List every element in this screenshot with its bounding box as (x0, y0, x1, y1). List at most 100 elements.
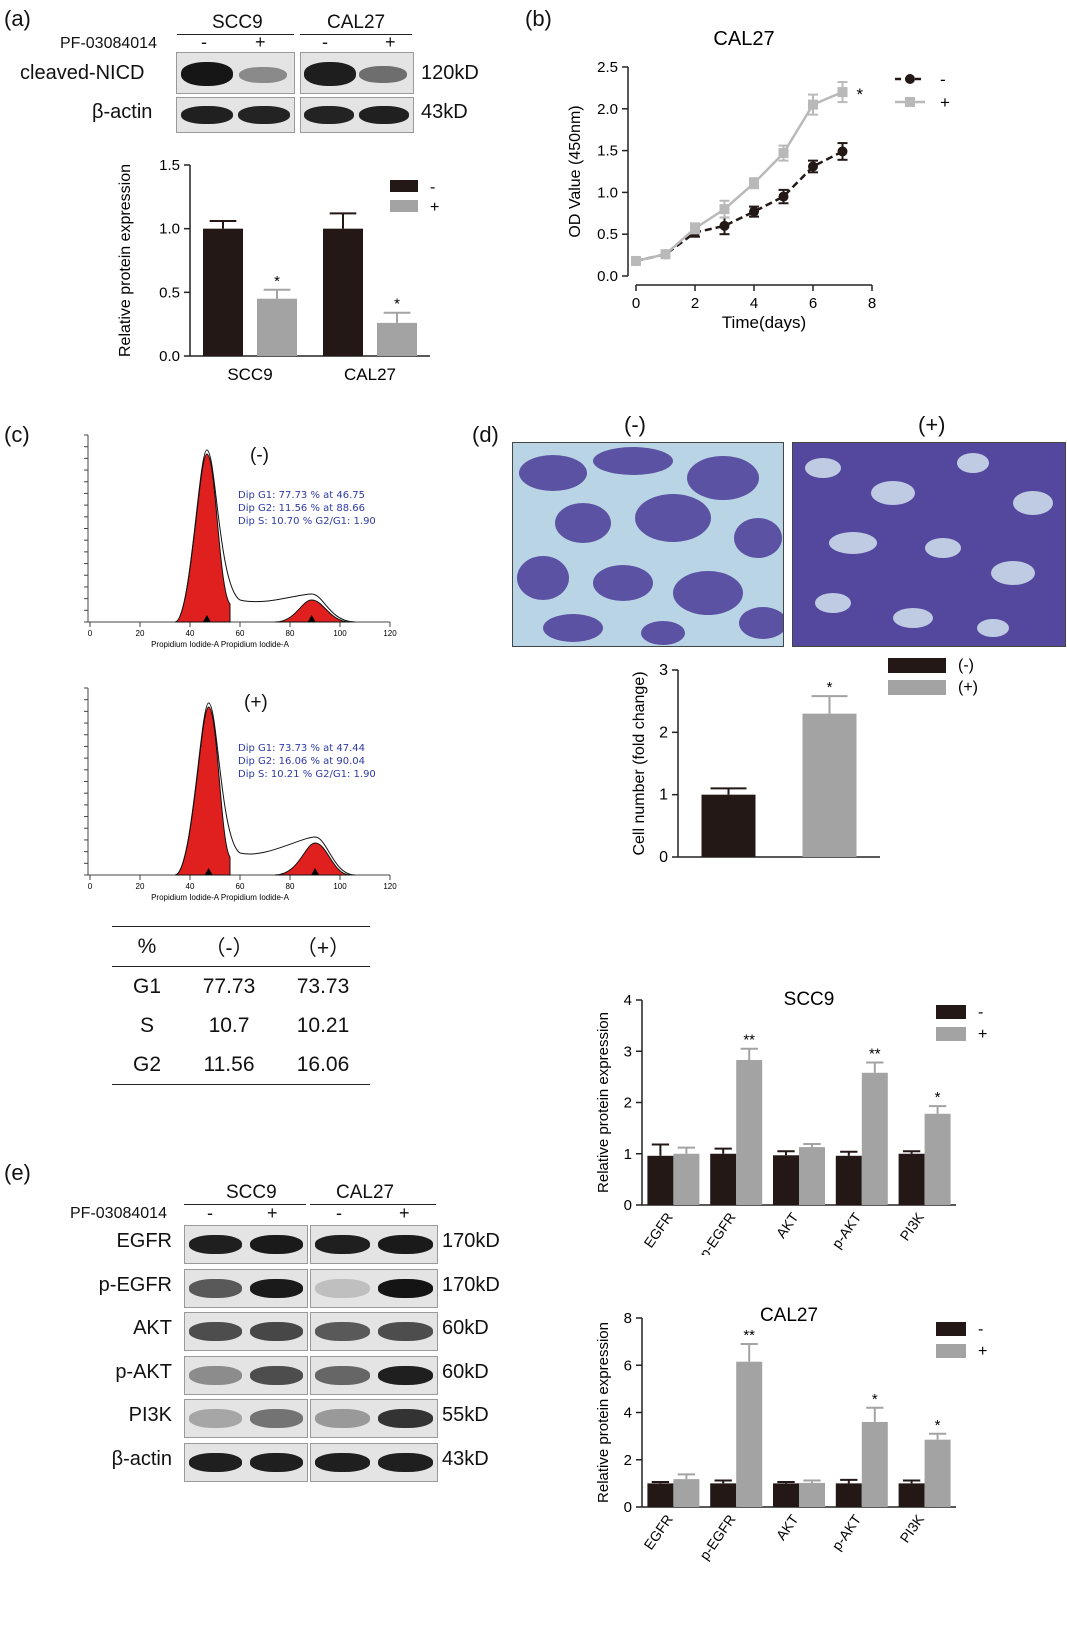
data-point (837, 146, 848, 157)
bar-- (203, 228, 243, 356)
data-point (808, 161, 818, 172)
blot-e-kd: 43kD (442, 1447, 489, 1470)
bar-+ (799, 1482, 825, 1507)
y-axis-label: OD Value (450nm) (567, 105, 584, 237)
blot-a-sign-3: - (322, 32, 328, 52)
data-point (778, 148, 789, 159)
western-band (315, 1235, 370, 1254)
western-band (315, 1409, 370, 1428)
cc-header: % (137, 934, 157, 958)
bar-- (773, 1155, 799, 1205)
y-tick-label: 2 (659, 724, 668, 741)
data-point (631, 255, 641, 266)
blot-e-row-label: β-actin (111, 1447, 172, 1470)
bar-- (710, 1153, 737, 1205)
g1-marker (202, 615, 211, 622)
western-band (181, 106, 233, 124)
blot-a-sign-4: + (385, 32, 396, 52)
blot-a-group2-line (300, 34, 412, 35)
legend-swatch (390, 180, 418, 192)
western-band (189, 1409, 242, 1428)
y-tick-label: 1.0 (597, 184, 618, 201)
western-band (189, 1365, 242, 1385)
bar-+ (799, 1147, 825, 1205)
bar-chart-e-cal27: 0 2 4 6 8 Relative protein expression CAL27 EGF… (595, 1305, 987, 1563)
panel-label-b: (b) (525, 6, 552, 31)
blot-e-row-label: PI3K (128, 1404, 172, 1426)
hist1-stat: Dip S: 10.70 % G2/G1: 1.90 (238, 516, 376, 527)
blot-e-row-label: p-AKT (115, 1360, 172, 1383)
x-tick-label: 100 (333, 882, 347, 891)
legend-label: (-) (958, 657, 974, 674)
bar-+ (257, 298, 297, 356)
significance-label: * (827, 679, 833, 696)
transwell-stain-minus (517, 447, 783, 645)
western-band (378, 1365, 433, 1385)
x-tick-label: EGFR (640, 1512, 675, 1553)
hist2-stat: Dip S: 10.21 % G2/G1: 1.90 (238, 769, 376, 780)
legend-swatch (936, 1322, 966, 1336)
cc-cell: G1 (132, 974, 161, 998)
bar-- (647, 1155, 674, 1205)
y-tick-label: 3 (659, 662, 668, 679)
cc-cell: 16.06 (296, 1052, 350, 1076)
legend-marker (905, 74, 915, 84)
flow-histogram-plus: 0 20 40 60 80 100 120 Propidium Iodide-A Propid… (84, 687, 397, 902)
y-tick-label: 0.5 (597, 226, 618, 243)
histogram-envelope (174, 449, 356, 623)
y-tick-label: 2 (624, 1095, 632, 1112)
western-band (250, 1365, 303, 1385)
significance-label: ** (743, 1327, 755, 1344)
legend-marker (905, 97, 915, 107)
blot-a-group1: SCC9 (212, 12, 263, 33)
western-band (250, 1452, 303, 1472)
western-band (315, 1365, 370, 1385)
legend-label: + (430, 199, 439, 216)
legend-label: - (430, 179, 435, 196)
blot-a-nicd-box2 (300, 52, 414, 94)
blot-a-row-label: cleaved-NICD (20, 62, 145, 84)
x-axis-label: Time(days) (722, 313, 806, 332)
hist1-stats: Dip G1: 77.73 % at 46.75 Dip G2: 11.56 %… (238, 489, 376, 528)
x-tick-label: 60 (236, 882, 245, 891)
y-tick-label: 6 (624, 1357, 632, 1374)
data-point (690, 223, 700, 234)
data-point (719, 204, 730, 215)
blot-a-sign-2: + (255, 32, 266, 52)
blot-e-box (184, 1399, 308, 1438)
cc-cell: 73.73 (296, 974, 350, 998)
western-band (189, 1278, 242, 1298)
blot-e-group2: CAL27 (336, 1182, 395, 1203)
hist2-stat: Dip G2: 16.06 % at 90.04 (238, 756, 366, 767)
data-point (778, 191, 789, 202)
y-tick-label: 3 (624, 1043, 632, 1060)
legend-label: - (978, 1004, 983, 1021)
data-point (749, 178, 759, 189)
blot-e-sign-4: + (399, 1203, 410, 1223)
western-band (315, 1322, 370, 1341)
blot-e-treatment-label: PF-03084014 (70, 1205, 167, 1222)
micro-title-minus: (-) (624, 412, 646, 437)
x-tick-label: 40 (186, 629, 195, 638)
blot-a-kd: 43kD (421, 101, 468, 123)
blot-e-box (310, 1312, 438, 1351)
western-band (315, 1452, 370, 1472)
western-band (378, 1409, 433, 1428)
y-axis-label: Relative protein expression (595, 1322, 612, 1503)
x-tick-label: 20 (136, 882, 145, 891)
cc-cell: G2 (132, 1052, 161, 1076)
blot-e-sign-3: - (336, 1203, 342, 1223)
western-band (181, 62, 233, 86)
significance-label: * (935, 1089, 941, 1106)
hist2-title: (+) (244, 692, 268, 713)
x-tick-label: 6 (809, 295, 817, 312)
legend-swatch (888, 680, 946, 695)
y-tick-label: 2 (624, 1452, 632, 1469)
y-tick-label: 8 (624, 1310, 632, 1327)
y-tick-label: 0.0 (597, 268, 618, 285)
bar-- (710, 1483, 737, 1507)
blot-e-group1-line (184, 1204, 306, 1205)
transwell-image-minus (512, 442, 784, 647)
bar-+ (736, 1361, 763, 1507)
blot-a-nicd-box1 (176, 52, 295, 94)
